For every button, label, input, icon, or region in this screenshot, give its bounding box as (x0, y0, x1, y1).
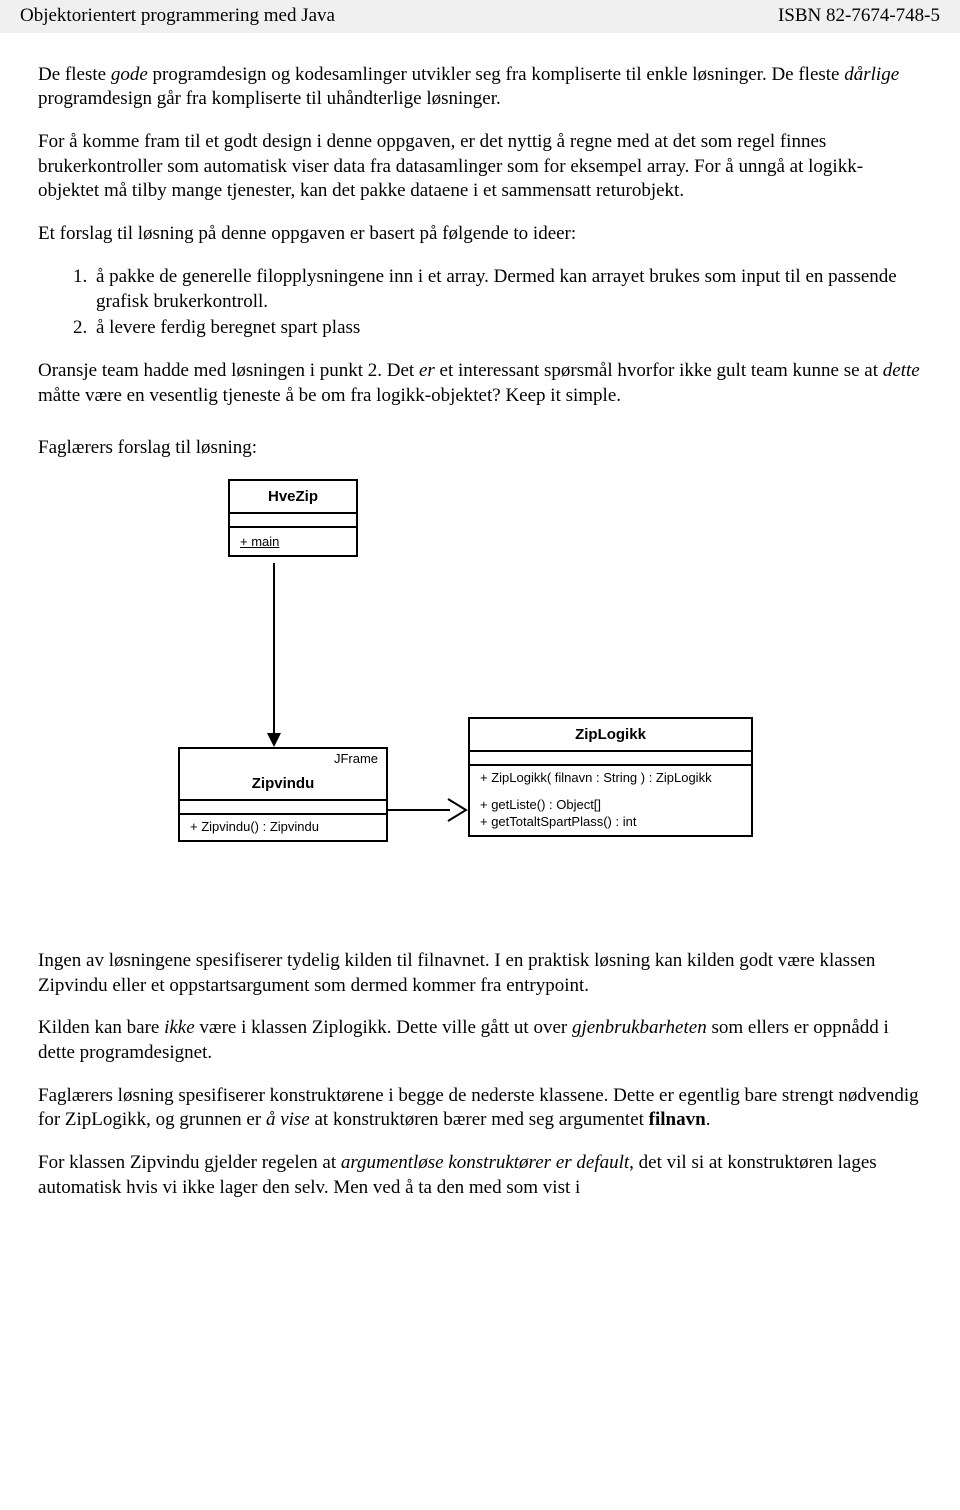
uml-class-name: Zipvindu (180, 768, 386, 802)
uml-attributes (470, 752, 751, 766)
uml-class-hvezip: HveZip + main (228, 479, 358, 557)
uml-class-ziplogikk: ZipLogikk + ZipLogikk( filnavn : String … (468, 717, 753, 837)
page-header: Objektorientert programmering med Java I… (0, 0, 960, 33)
list-item: å levere ferdig beregnet spart plass (92, 316, 922, 341)
uml-attributes (180, 801, 386, 815)
paragraph-8: Faglærers løsning spesifiserer konstrukt… (38, 1084, 922, 1133)
uml-class-zipvindu: JFrame Zipvindu + Zipvindu() : Zipvindu (178, 747, 388, 842)
uml-operation: + getListe() : Object[] (470, 797, 751, 814)
uml-attributes (230, 514, 356, 528)
header-title: Objektorientert programmering med Java (20, 4, 335, 29)
uml-operation: + ZipLogikk( filnavn : String ) : ZipLog… (470, 766, 751, 797)
paragraph-5: Faglærers forslag til løsning: (38, 436, 922, 461)
header-isbn: ISBN 82-7674-748-5 (778, 4, 940, 29)
paragraph-4: Oransje team hadde med løsningen i punkt… (38, 359, 922, 408)
paragraph-2: For å komme fram til et godt design i de… (38, 130, 922, 204)
idea-list: å pakke de generelle filopplysningene in… (92, 265, 922, 341)
paragraph-6: Ingen av løsningene spesifiserer tydelig… (38, 949, 922, 998)
uml-class-name: HveZip (230, 481, 356, 515)
uml-association-line (388, 809, 450, 811)
uml-stereotype: JFrame (180, 749, 386, 768)
page-content: De fleste gode programdesign og kodesaml… (0, 33, 960, 1211)
uml-operation: + getTotaltSpartPlass() : int (470, 814, 751, 835)
uml-class-name: ZipLogikk (470, 719, 751, 753)
paragraph-7: Kilden kan bare ikke være i klassen Zipl… (38, 1016, 922, 1065)
paragraph-1: De fleste gode programdesign og kodesaml… (38, 63, 922, 112)
uml-arrowhead-icon (267, 733, 281, 747)
uml-diagram: HveZip + main JFrame Zipvindu + Zipvindu… (158, 479, 858, 919)
list-item: å pakke de generelle filopplysningene in… (92, 265, 922, 314)
uml-association-line (273, 563, 275, 735)
uml-operations: + main (230, 528, 356, 555)
uml-arrowhead-icon (446, 797, 470, 823)
uml-operation: + Zipvindu() : Zipvindu (180, 815, 386, 840)
paragraph-9: For klassen Zipvindu gjelder regelen at … (38, 1151, 922, 1200)
paragraph-3: Et forslag til løsning på denne oppgaven… (38, 222, 922, 247)
